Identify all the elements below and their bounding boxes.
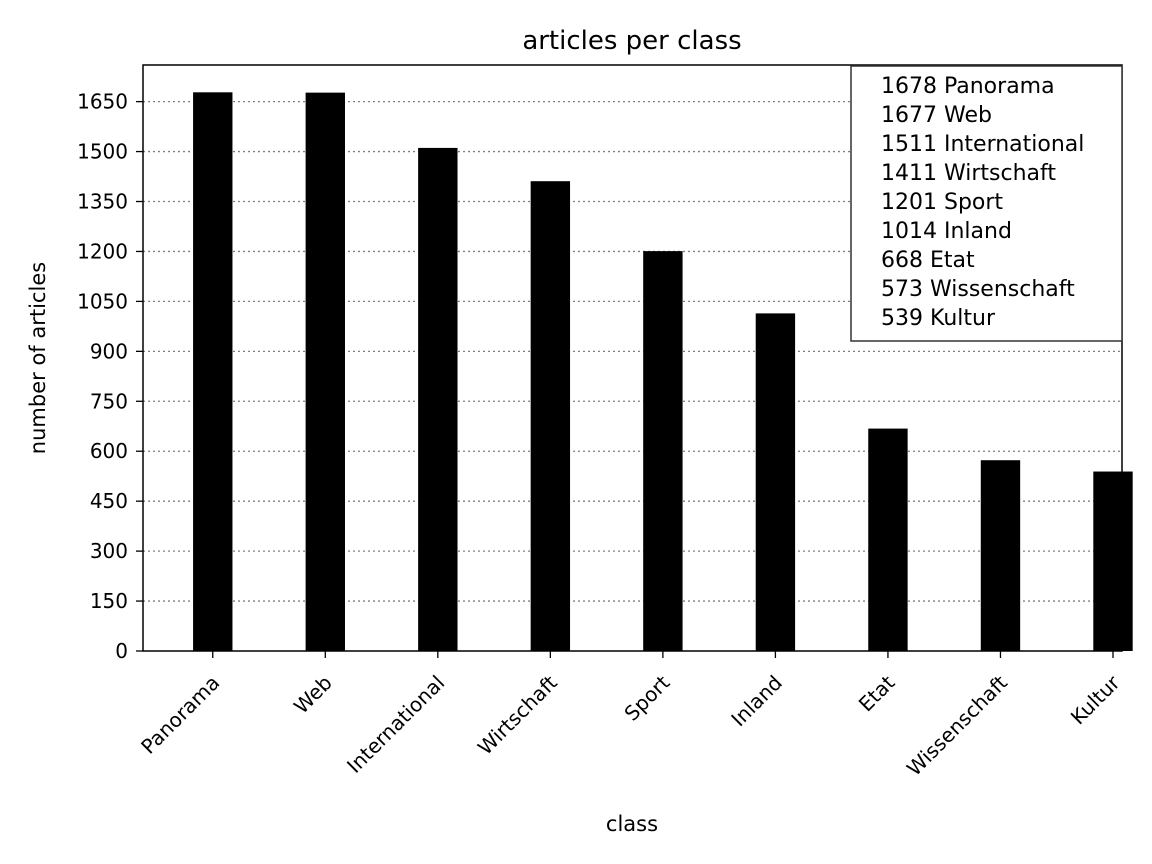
y-tick-label: 300 bbox=[90, 539, 128, 563]
y-tick-label: 900 bbox=[90, 339, 128, 363]
x-axis-title: class bbox=[606, 812, 658, 836]
legend-entry: 1511 International bbox=[881, 132, 1084, 157]
legend-entry: 668 Etat bbox=[881, 248, 975, 273]
legend-entry: 573 Wissenschaft bbox=[881, 277, 1075, 302]
x-tick-label: Sport bbox=[619, 670, 674, 725]
x-tick-label: Kultur bbox=[1066, 670, 1125, 729]
y-tick-label: 1650 bbox=[77, 90, 128, 114]
y-tick-label: 1200 bbox=[77, 239, 128, 263]
y-tick-label: 1350 bbox=[77, 190, 128, 214]
x-axis-ticks: Panorama Web International Wirtschaft Sport I… bbox=[136, 651, 1125, 781]
bars bbox=[193, 92, 1133, 652]
legend: 1678 Panorama 1677 Web 1511 International 1… bbox=[850, 65, 1123, 342]
y-tick-label: 1500 bbox=[77, 140, 128, 164]
legend-box bbox=[850, 65, 1123, 342]
legend-entry: 1411 Wirtschaft bbox=[881, 161, 1056, 186]
bar-wirtschaft bbox=[530, 181, 571, 651]
x-tick-label: Etat bbox=[854, 670, 900, 716]
y-axis-title: number of articles bbox=[26, 262, 50, 454]
bar-wissenschaft bbox=[980, 460, 1021, 651]
bar-inland bbox=[755, 313, 796, 651]
legend-entry: 1014 Inland bbox=[881, 219, 1012, 244]
bar-international bbox=[418, 147, 458, 651]
chart-title: articles per class bbox=[522, 26, 741, 56]
x-tick-label: International bbox=[342, 671, 449, 778]
legend-entry: 1201 Sport bbox=[881, 190, 1003, 215]
y-tick-label: 600 bbox=[90, 439, 128, 463]
x-tick-label: Wirtschaft bbox=[473, 670, 562, 759]
y-tick-label: 150 bbox=[90, 589, 128, 613]
legend-entry: 539 Kultur bbox=[881, 306, 996, 331]
legend-entry: 1678 Panorama bbox=[881, 74, 1055, 99]
x-tick-label: Panorama bbox=[136, 671, 224, 759]
plot-frame bbox=[142, 64, 1123, 652]
bar-kultur bbox=[1093, 471, 1133, 651]
x-tick-label: Web bbox=[289, 671, 337, 719]
y-tick-label: 450 bbox=[90, 489, 128, 513]
legend-entry: 1677 Web bbox=[881, 103, 992, 128]
x-tick-label: Wissenschaft bbox=[902, 670, 1012, 780]
y-tick-label: 0 bbox=[115, 639, 128, 663]
y-tick-label: 1050 bbox=[77, 289, 128, 313]
bar-panorama bbox=[193, 92, 233, 652]
y-axis-ticks: 0 150 300 450 600 750 900 1050 1200 1350 1500 1650 bbox=[77, 90, 143, 663]
x-tick-label: Inland bbox=[726, 671, 787, 732]
bar-web bbox=[305, 92, 345, 651]
bar-sport bbox=[643, 251, 683, 652]
y-tick-label: 750 bbox=[90, 389, 128, 413]
bar-etat bbox=[868, 428, 908, 651]
